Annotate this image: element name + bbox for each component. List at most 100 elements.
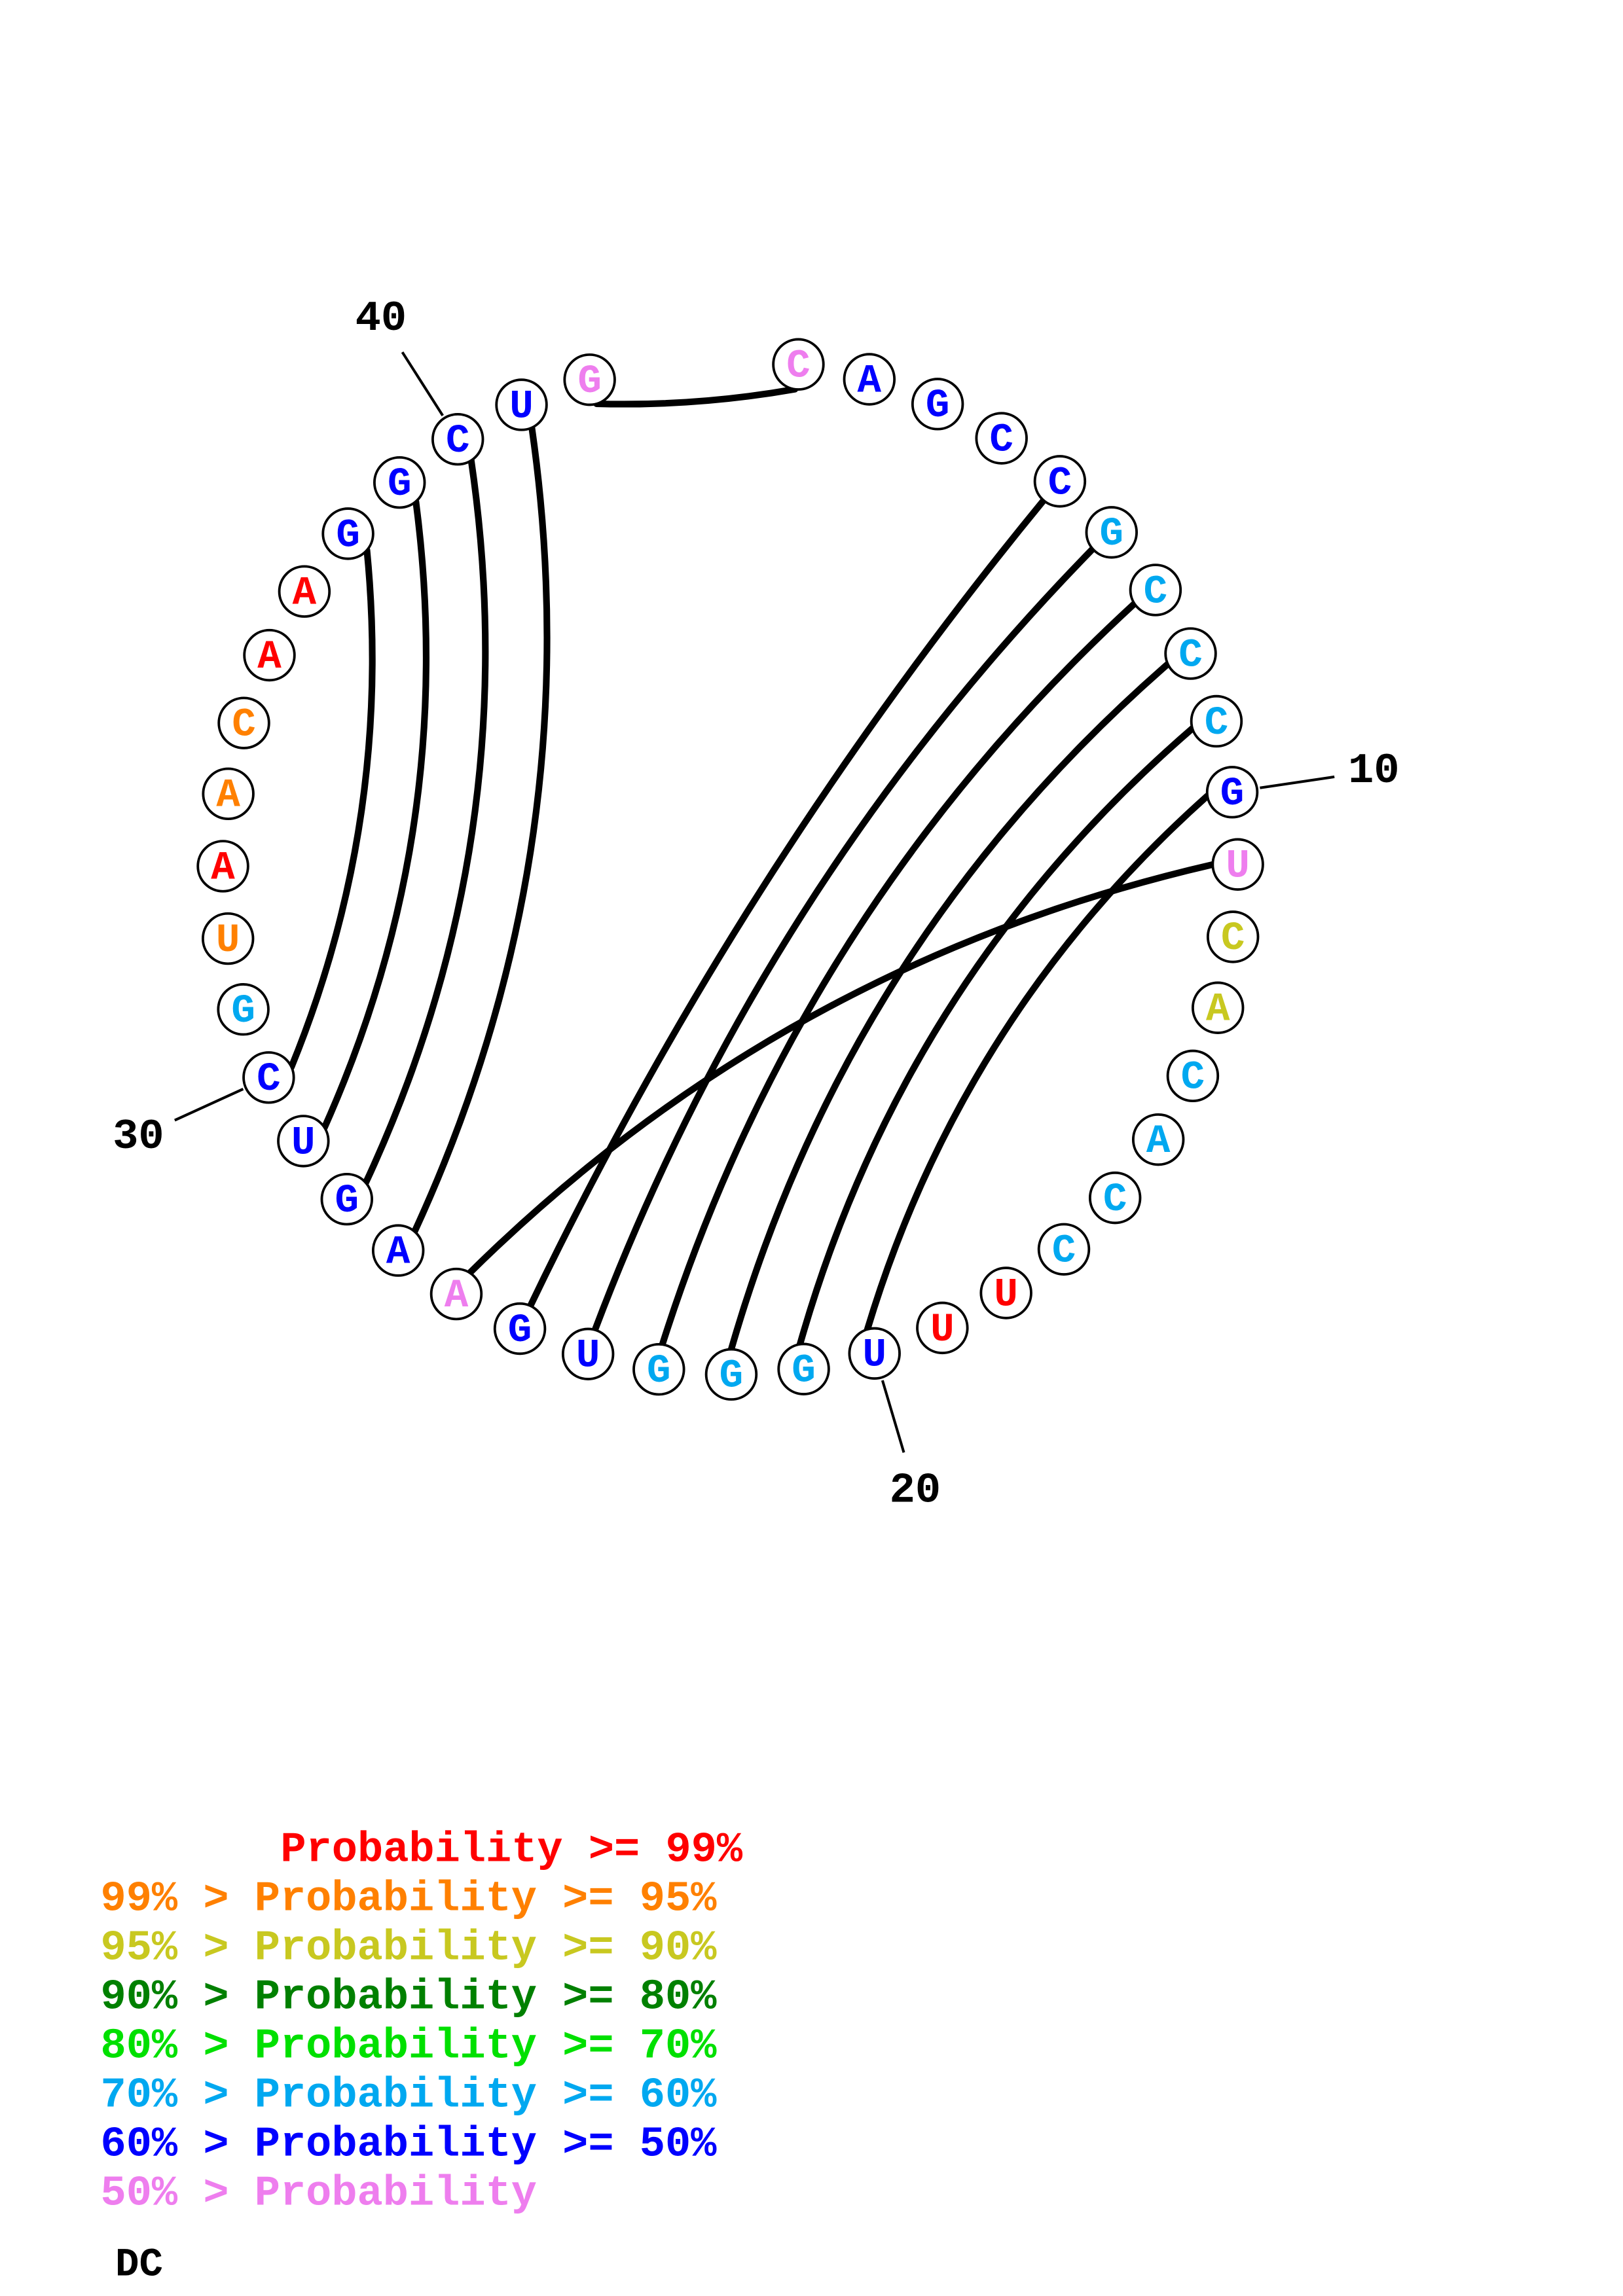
nucleotide-circle [772,338,825,391]
nucleotide-circle [975,412,1028,465]
sequence-position-labels: 10 20 30 40 [113,295,1399,1515]
base-pair-arc [864,792,1211,1333]
position-label-line [401,351,444,416]
position-label-line [881,1380,905,1453]
legend-row: 99% > Probability >= 95% [101,1874,718,1923]
nucleotide-letter: A [445,1274,469,1319]
nucleotide-letter: G [792,1349,816,1394]
nucleotide-circle [278,565,331,618]
nucleotide-circle [321,507,374,560]
nucleotide-circle [1131,1113,1185,1166]
nucleotide-letter: G [647,1349,671,1394]
nucleotide-circle [373,456,426,509]
nucleotide-circle [243,628,296,682]
nucleotide-letter: U [1226,844,1250,889]
nucleotide-letter: G [926,384,950,429]
nucleotide-letter: G [336,513,360,558]
base-pair-arc [321,498,429,1131]
nucleotide-letter: U [509,384,534,429]
nucleotide-circle [202,767,255,821]
nucleotide-letter: G [577,359,602,404]
nucleotide-letter: U [291,1121,316,1166]
nucleotide-letter: A [1146,1119,1171,1164]
nucleotide-circle [217,982,270,1036]
nucleotide-circle [1129,564,1182,617]
nucleotide-letter: C [1221,916,1245,961]
nucleotide-circle [777,1342,830,1395]
nucleotide-circle [1191,981,1245,1034]
nucleotide-circle [1088,1171,1142,1225]
nucleotide-circle [563,353,616,406]
nucleotide-letter: C [1205,701,1229,746]
nucleotide-letter: C [446,419,470,464]
nucleotide-circle [196,840,249,893]
nucleotide-circle [1211,838,1264,891]
nucleotide-letter: A [1206,988,1230,1033]
nucleotide-letter: G [388,462,412,507]
nucleotide-letter: C [257,1057,281,1102]
nucleotide-ring: C AGCCGCCCGUCACACCUUUGGGUGAAGUCGUAACAAGGC… [196,338,1264,1401]
nucleotide-circle [561,1327,615,1380]
nucleotide-circle [1206,910,1260,963]
base-pair-arc [362,457,489,1187]
nucleotide-letter: G [335,1179,359,1224]
nucleotide-letter: G [231,989,255,1034]
nucleotide-circle [1205,766,1259,819]
legend-row: 70% > Probability >= 60% [101,2071,718,2119]
nucleotide-letter: C [232,703,256,748]
legend-row: 60% > Probability >= 50% [101,2121,718,2169]
nucleotide-circle [1164,627,1217,680]
nucleotide-letter: C [1144,569,1168,615]
nucleotide-letter: A [293,571,317,617]
nucleotide-letter: A [211,846,235,891]
base-pair-arc [526,497,1048,1310]
base-pair-arc [466,861,1216,1276]
nucleotide-circle [843,353,896,406]
nucleotide-letter: G [1220,772,1245,817]
nucleotide-circle [916,1301,969,1355]
nucleotide-circle [1166,1049,1220,1103]
base-pair-arcs [288,386,1216,1353]
base-pair-arc [411,424,551,1235]
nucleotide-circle [848,1327,901,1380]
footer-label: DC [115,2242,163,2287]
nucleotide-circle [217,696,270,749]
nucleotide-circle [1033,455,1087,508]
nucleotide-letter: U [576,1334,600,1379]
nucleotide-letter: C [989,418,1013,463]
nucleotide-circle [242,1051,295,1104]
nucleotide-letter: U [862,1333,886,1378]
legend-row: 80% > Probability >= 70% [101,2022,718,2070]
nucleotide-circle [632,1342,685,1396]
nucleotide-circle [320,1172,374,1226]
nucleotide-letter: C [1181,1056,1205,1101]
nucleotide-letter: A [858,359,882,404]
nucleotide-circle [495,378,548,431]
base-pair-arc [593,386,799,408]
position-label: 20 [890,1466,941,1515]
base-pair-arc [659,600,1138,1348]
nucleotide-letter: A [216,774,240,819]
nucleotide-letter: A [257,635,282,680]
nucleotide-letter: U [930,1308,955,1353]
nucleotide-circle [1085,506,1138,559]
nucleotide-circle [1037,1223,1091,1276]
nucleotide-letter: C [1178,633,1203,678]
nucleotide-letter: C [1052,1229,1076,1274]
nucleotide-circle [431,412,484,466]
position-label-line [1260,775,1335,789]
nucleotide-circle [429,1267,483,1321]
nucleotide-letter: U [216,918,240,963]
nucleotide-circle [493,1302,547,1355]
nucleotide-letter: C [786,344,811,389]
position-label-line [174,1088,244,1122]
nucleotide-circle [979,1266,1032,1319]
legend-row: 50% > Probability [101,2170,537,2218]
nucleotide-circle [371,1224,425,1277]
nucleotide-letter: U [994,1272,1018,1318]
nucleotide-circle [201,912,255,965]
nucleotide-letter: G [1100,512,1124,557]
nucleotide-letter: G [508,1308,532,1354]
position-label: 30 [113,1113,164,1161]
